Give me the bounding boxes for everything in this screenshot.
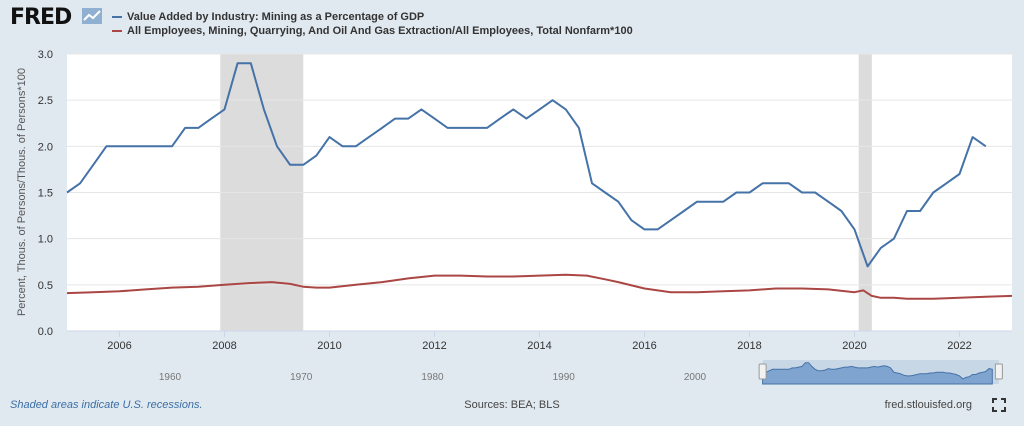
- y-tick-label: 2.0: [38, 141, 53, 153]
- chart-logo-icon: [82, 8, 102, 24]
- sources-text: Sources: BEA; BLS: [464, 399, 560, 411]
- legend-swatch: [112, 16, 122, 19]
- x-tick-label: 2022: [947, 340, 971, 352]
- y-tick-label: 0.5: [38, 280, 53, 292]
- fullscreen-icon[interactable]: [992, 398, 1006, 412]
- x-tick-label: 2008: [212, 340, 236, 352]
- x-tick-label: 2006: [107, 340, 131, 352]
- legend-item-series-2[interactable]: All Employees, Mining, Quarrying, And Oi…: [112, 25, 633, 37]
- x-tick-label: 2014: [527, 340, 551, 352]
- legend-item-series-1[interactable]: Value Added by Industry: Mining as a Per…: [112, 11, 424, 23]
- legend-label: All Employees, Mining, Quarrying, And Oi…: [127, 25, 633, 37]
- y-tick-label: 0.0: [38, 326, 53, 338]
- navigator-label: 2000: [684, 372, 707, 383]
- x-tick-label: 2018: [737, 340, 761, 352]
- x-tick-label: 2016: [632, 340, 656, 352]
- x-tick-label: 2020: [842, 340, 866, 352]
- y-tick-label: 2.5: [38, 95, 53, 107]
- time-navigator[interactable]: 1960197019801990200020102020: [67, 360, 1012, 385]
- y-tick-label: 1.5: [38, 188, 53, 200]
- navigator-label: 1980: [421, 372, 444, 383]
- x-tick-label: 2012: [422, 340, 446, 352]
- recession-note: Shaded areas indicate U.S. recessions.: [10, 399, 203, 411]
- series-line-1[interactable]: [66, 62, 987, 268]
- y-tick-label: 3.0: [38, 49, 53, 61]
- navigator-series: [762, 362, 993, 385]
- navigator-label: 1960: [159, 372, 182, 383]
- y-axis: 0.0 0.5 1.0 1.5 2.0 2.5 3.0: [38, 49, 53, 338]
- navigator-handle-left[interactable]: [758, 363, 767, 380]
- series-line-2[interactable]: [66, 273, 1013, 300]
- x-tick-label: 2010: [317, 340, 341, 352]
- site-link[interactable]: fred.stlouisfed.org: [884, 399, 972, 411]
- legend-swatch: [112, 30, 122, 33]
- legend-label: Value Added by Industry: Mining as a Per…: [127, 11, 425, 23]
- x-axis: 2006 2008 2010 2012 2014 2016 2018 2020 2022: [67, 330, 1012, 352]
- navigator-handle-right[interactable]: [994, 363, 1003, 380]
- navigator-label: 1990: [553, 372, 576, 383]
- navigator-label: 1970: [290, 372, 313, 383]
- series-lines: [66, 62, 1013, 300]
- y-tick-label: 1.0: [38, 234, 53, 246]
- y-axis-title: Percent, Thous. of Persons/Thous. of Per…: [16, 68, 28, 316]
- fred-logo[interactable]: FRED: [10, 5, 72, 30]
